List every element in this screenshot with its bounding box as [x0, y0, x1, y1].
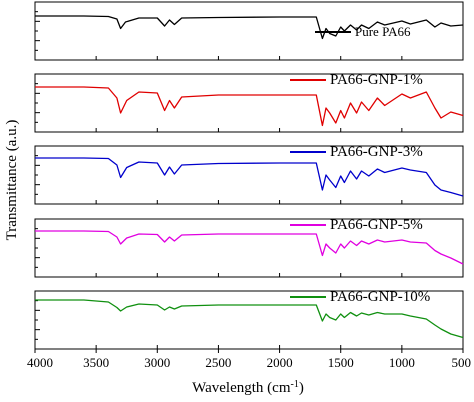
x-tick-label: 3500: [83, 355, 109, 370]
legend-entry-5: PA66-GNP-10%: [290, 289, 430, 305]
x-axis-label: Wavelength (cm-1): [192, 379, 304, 397]
panel-3: PA66-GNP-3%: [34, 144, 464, 205]
legend-label: PA66-GNP-3%: [330, 144, 423, 160]
x-tick-label: 500: [452, 355, 472, 370]
legend-label: PA66-GNP-10%: [330, 289, 430, 305]
x-tick-label: 1500: [328, 355, 354, 370]
panel-y-ticks: [35, 11, 40, 51]
x-axis-label-main: Wavelength (cm: [192, 380, 291, 396]
legend-label: Pure PA66: [355, 24, 411, 39]
panel-y-ticks: [35, 228, 40, 268]
legend-entry-1: Pure PA66: [315, 24, 411, 39]
panel-4: PA66-GNP-5%: [34, 217, 464, 278]
legend-entry-3: PA66-GNP-3%: [290, 144, 423, 160]
legend-label: PA66-GNP-1%: [330, 72, 423, 88]
panel-2: PA66-GNP-1%: [34, 72, 464, 133]
x-tick-label: 2000: [267, 355, 293, 370]
series-line-4: [35, 230, 464, 265]
panel-5: PA66-GNP-10%: [34, 289, 464, 350]
legend-entry-4: PA66-GNP-5%: [290, 217, 423, 233]
x-axis-label-tail: ): [299, 380, 304, 396]
x-axis-label-superscript: -1: [291, 379, 299, 390]
x-tick-label: 2500: [205, 355, 231, 370]
series-line-3: [35, 157, 464, 197]
panel-x-ticks: [34, 128, 464, 132]
panel-y-ticks: [35, 155, 40, 195]
panel-y-ticks: [35, 83, 40, 123]
panel-x-ticks: [34, 200, 464, 204]
panel-1: Pure PA66: [34, 1, 464, 61]
y-axis-label: Transmittance (a.u.): [4, 120, 20, 241]
series-line-2: [35, 86, 464, 127]
series-line-5: [35, 299, 464, 339]
legend-label: PA66-GNP-5%: [330, 217, 423, 233]
panel-x-ticks: [34, 273, 464, 277]
x-tick-label: 3000: [144, 355, 170, 370]
panel-x-ticks: [34, 345, 464, 349]
x-tick-label: 1000: [389, 355, 415, 370]
panel-x-ticks: [34, 56, 464, 60]
x-tick-label: 4000: [27, 355, 53, 370]
chart-panels: Pure PA66 PA66-GNP-1% PA66-GNP-3% PA66-GNP-…: [34, 1, 464, 350]
panel-y-ticks: [35, 300, 40, 340]
x-axis-ticks: 4000 3500 3000 2500 2000 1500 1000 500: [27, 349, 471, 370]
legend-entry-2: PA66-GNP-1%: [290, 72, 423, 88]
